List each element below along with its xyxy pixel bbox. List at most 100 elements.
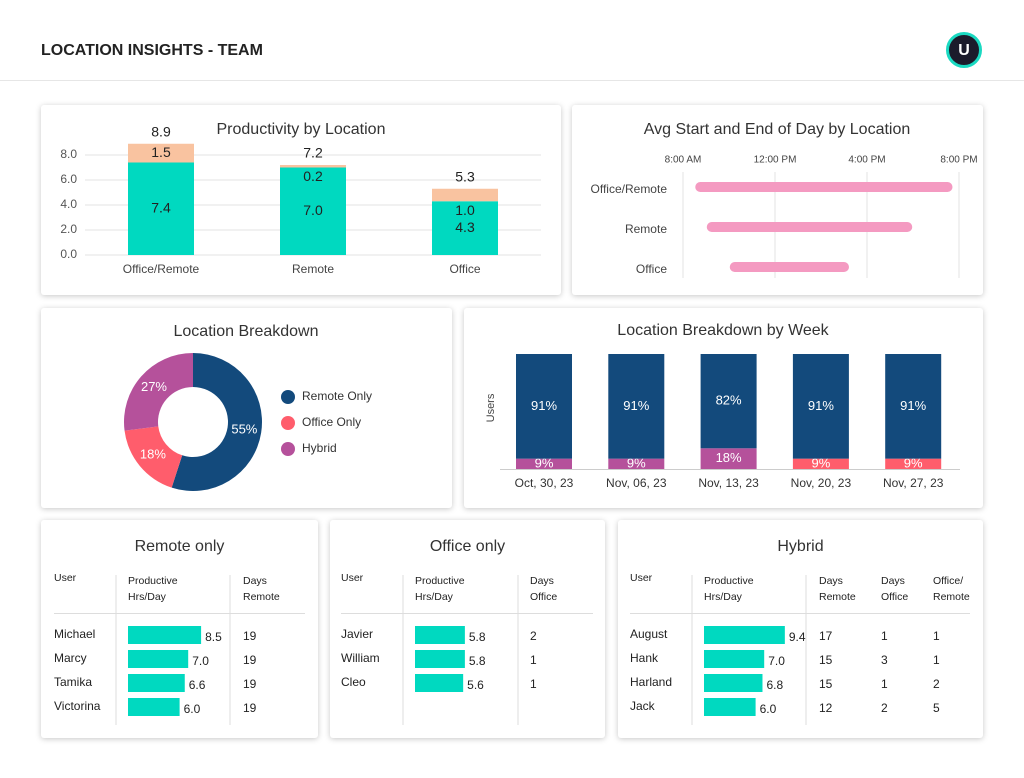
x-tick-label: 12:00 PM [754, 155, 797, 166]
user-name: Cleo [341, 675, 366, 689]
avatar[interactable] [946, 32, 982, 68]
x-tick-label: Oct, 30, 23 [515, 476, 574, 490]
data-label: 4.3 [455, 219, 475, 235]
column-header: User [341, 572, 364, 584]
hours-bar [704, 674, 763, 692]
count-cell: 2 [933, 677, 940, 691]
column-header: Days Office [530, 575, 557, 603]
bar-segment [516, 354, 572, 459]
hours-bar [415, 674, 464, 692]
hours-bar [128, 698, 180, 716]
data-label: 91% [808, 398, 834, 413]
avatar-initial[interactable]: U [958, 42, 970, 59]
data-label: 27% [141, 379, 167, 394]
donut-slice [124, 426, 183, 488]
column-header: Productive Hrs/Day [128, 575, 178, 603]
total-label: 8.9 [151, 123, 171, 139]
user-name: Michael [54, 627, 95, 641]
x-tick-label: Remote [292, 262, 334, 276]
y-category-label: Remote [625, 222, 667, 236]
total-label: 5.3 [455, 168, 475, 184]
y-tick-label: 2.0 [60, 222, 77, 236]
count-cell: 1 [530, 653, 537, 667]
bar-segment [128, 143, 194, 163]
hours-label: 9.4 [789, 630, 806, 644]
hours-label: 6.6 [189, 678, 206, 692]
column-header: Productive Hrs/Day [415, 575, 465, 603]
card [330, 520, 605, 738]
y-axis-label: Users [485, 393, 497, 422]
count-cell: 5 [933, 701, 940, 715]
count-cell: 3 [881, 653, 888, 667]
user-name: Marcy [54, 651, 87, 665]
data-label: 7.0 [303, 202, 323, 218]
bar-segment [792, 458, 849, 469]
x-tick-label: Nov, 13, 23 [698, 476, 759, 490]
y-tick-label: 8.0 [60, 147, 77, 161]
count-cell: 17 [819, 629, 833, 643]
chart-title: Office only [430, 538, 505, 555]
hours-label: 8.5 [205, 630, 222, 644]
column-header: Days Remote [819, 575, 856, 603]
bar-segment [516, 458, 572, 469]
bar-segment [608, 354, 665, 459]
chart-title: Avg Start and End of Day by Location [644, 121, 911, 138]
legend-label: Remote Only [302, 389, 372, 403]
count-cell: 15 [819, 653, 833, 667]
column-header: Office/Remote [933, 575, 970, 603]
user-name: William [341, 651, 380, 665]
hours-bar [415, 626, 465, 644]
data-label: 9% [627, 455, 646, 470]
column-header: Productive Hrs/Day [704, 575, 754, 603]
count-cell: 2 [530, 629, 537, 643]
page-title: LOCATION INSIGHTS - TEAM [41, 42, 263, 59]
count-cell: 19 [243, 653, 257, 667]
count-cell: 12 [819, 701, 833, 715]
y-category-label: Office [636, 262, 667, 276]
legend-label: Office Only [302, 415, 361, 429]
user-name: Javier [341, 627, 373, 641]
column-header: User [630, 572, 653, 584]
data-label: 91% [900, 398, 926, 413]
bar-segment [700, 354, 757, 449]
y-category-label: Office/Remote [591, 182, 668, 196]
data-label: 18% [140, 447, 166, 462]
legend-swatch [281, 442, 295, 456]
bar-segment [700, 448, 757, 469]
chart-title: Location Breakdown by Week [617, 322, 829, 339]
count-cell: 15 [819, 677, 833, 691]
chart-title: Remote only [135, 538, 225, 555]
hours-label: 6.8 [766, 678, 783, 692]
column-header: Days Office [881, 575, 908, 603]
bar-segment [608, 458, 665, 469]
header-bar [0, 0, 1024, 80]
user-name: Tamika [54, 675, 92, 689]
data-label: 1.5 [151, 144, 171, 160]
user-name: Harland [630, 675, 672, 689]
column-header: Days Remote [243, 575, 280, 603]
legend-swatch [281, 390, 295, 404]
x-tick-label: Office [449, 262, 480, 276]
count-cell: 1 [530, 677, 537, 691]
user-name: August [630, 627, 668, 641]
bar-segment [432, 188, 498, 202]
x-tick-label: Nov, 27, 23 [883, 476, 944, 490]
count-cell: 1 [881, 677, 888, 691]
legend-swatch [281, 416, 295, 430]
chart-title: Location Breakdown [174, 323, 319, 340]
x-tick-label: Nov, 20, 23 [791, 476, 852, 490]
user-name: Victorina [54, 699, 101, 713]
count-cell: 19 [243, 629, 257, 643]
hours-label: 6.0 [184, 702, 201, 716]
hours-label: 5.8 [469, 630, 486, 644]
user-name: Jack [630, 699, 656, 713]
bar-segment [885, 354, 942, 459]
y-tick-label: 0.0 [60, 247, 77, 261]
x-tick-label: 4:00 PM [848, 155, 885, 166]
hours-label: 7.0 [768, 654, 785, 668]
hours-label: 5.8 [469, 654, 486, 668]
bar-segment [280, 165, 346, 168]
hours-bar [704, 626, 785, 644]
y-tick-label: 4.0 [60, 197, 77, 211]
